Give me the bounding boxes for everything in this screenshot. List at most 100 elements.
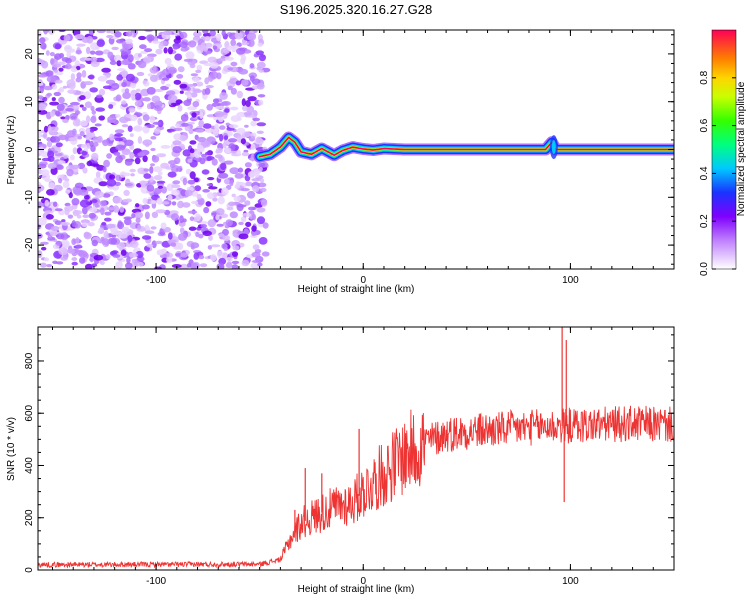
noise-blob bbox=[152, 40, 161, 44]
noise-blob bbox=[70, 73, 76, 81]
spectrogram-xlabel: Height of straight line (km) bbox=[298, 284, 415, 295]
noise-blob bbox=[38, 30, 42, 38]
noise-blob bbox=[208, 186, 218, 190]
noise-blob bbox=[43, 85, 53, 91]
noise-blob bbox=[107, 51, 114, 59]
noise-blob bbox=[238, 221, 244, 226]
colorbar: 0.0 0.2 0.4 0.6 0.8 Normalized spectral ampl… bbox=[699, 29, 747, 276]
noise-blob bbox=[91, 239, 99, 247]
noise-blob bbox=[229, 179, 234, 187]
noise-blob bbox=[121, 124, 129, 128]
noise-blob bbox=[134, 100, 142, 107]
noise-blob bbox=[225, 262, 233, 268]
noise-blob bbox=[127, 235, 133, 243]
noise-blob bbox=[47, 163, 57, 169]
noise-blob bbox=[207, 177, 215, 181]
noise-blob bbox=[241, 259, 250, 267]
noise-blob bbox=[170, 242, 177, 247]
noise-blob bbox=[38, 131, 42, 139]
noise-blob bbox=[210, 254, 217, 262]
noise-blob bbox=[236, 127, 246, 134]
noise-blob bbox=[247, 96, 257, 102]
noise-blob bbox=[75, 90, 82, 95]
noise-blob bbox=[189, 140, 197, 145]
noise-blob bbox=[115, 94, 122, 102]
noise-blob bbox=[123, 189, 130, 196]
noise-blob bbox=[126, 256, 131, 265]
noise-blob bbox=[190, 92, 198, 98]
noise-blob bbox=[62, 118, 69, 123]
noise-blob bbox=[155, 48, 163, 55]
noise-blob bbox=[74, 182, 84, 189]
noise-blob bbox=[70, 164, 81, 169]
noise-blob bbox=[50, 167, 58, 175]
noise-blob bbox=[240, 188, 250, 192]
noise-blob bbox=[115, 144, 126, 151]
noise-blob bbox=[38, 184, 45, 192]
noise-blob bbox=[185, 168, 192, 175]
noise-blob bbox=[160, 222, 167, 230]
noise-blob bbox=[262, 222, 269, 229]
noise-blob bbox=[57, 160, 66, 165]
snr-ytick-label: 200 bbox=[24, 509, 35, 526]
noise-blob bbox=[43, 30, 50, 33]
noise-blob bbox=[79, 104, 84, 108]
noise-blob bbox=[82, 214, 90, 218]
noise-blob bbox=[144, 48, 153, 53]
noise-blob bbox=[204, 35, 211, 42]
noise-blob bbox=[191, 112, 197, 118]
noise-blob bbox=[228, 124, 239, 129]
noise-blob bbox=[186, 93, 192, 100]
noise-blob bbox=[249, 63, 255, 69]
noise-blob bbox=[137, 261, 144, 267]
noise-blob bbox=[124, 159, 133, 166]
noise-blob bbox=[175, 99, 183, 104]
noise-blob bbox=[255, 136, 263, 144]
noise-blob bbox=[137, 61, 147, 69]
snr-ytick-label: 0 bbox=[24, 567, 35, 573]
noise-blob bbox=[58, 87, 65, 93]
noise-blob bbox=[91, 199, 98, 203]
noise-blob bbox=[245, 100, 251, 107]
noise-blob bbox=[193, 89, 203, 94]
noise-blob bbox=[81, 70, 87, 78]
noise-blob bbox=[61, 219, 66, 223]
noise-blob bbox=[43, 257, 50, 262]
noise-blob bbox=[125, 31, 133, 37]
noise-blob bbox=[44, 210, 53, 214]
noise-blob bbox=[46, 75, 57, 83]
noise-blob bbox=[97, 135, 103, 143]
noise-blob bbox=[225, 122, 230, 126]
noise-blob bbox=[230, 61, 238, 67]
noise-blob bbox=[177, 105, 183, 112]
noise-blob bbox=[38, 163, 47, 169]
noise-blob bbox=[83, 81, 94, 86]
noise-blob bbox=[49, 110, 56, 117]
noise-blob bbox=[85, 115, 91, 123]
colorbar-gradient bbox=[711, 29, 737, 270]
noise-blob bbox=[91, 110, 97, 115]
noise-blob bbox=[245, 221, 252, 228]
noise-blob bbox=[171, 201, 177, 206]
noise-blob bbox=[71, 220, 77, 228]
noise-blob bbox=[250, 143, 256, 150]
noise-blob bbox=[172, 180, 181, 185]
noise-blob bbox=[115, 155, 123, 164]
noise-blob bbox=[90, 163, 100, 167]
noise-blob bbox=[204, 127, 214, 133]
noise-blob bbox=[195, 69, 202, 74]
noise-blob bbox=[44, 178, 53, 183]
noise-blob bbox=[110, 227, 117, 233]
noise-blob bbox=[143, 173, 152, 179]
noise-blob bbox=[82, 206, 88, 215]
noise-blob bbox=[146, 87, 156, 95]
noise-blob bbox=[258, 99, 264, 106]
noise-blob bbox=[206, 156, 212, 161]
noise-blob bbox=[103, 159, 110, 168]
noise-blob bbox=[187, 121, 195, 125]
noise-blob bbox=[53, 91, 61, 97]
noise-blob bbox=[58, 247, 68, 256]
noise-blob bbox=[167, 232, 173, 240]
noise-blob bbox=[260, 178, 265, 183]
noise-blob bbox=[164, 57, 172, 65]
